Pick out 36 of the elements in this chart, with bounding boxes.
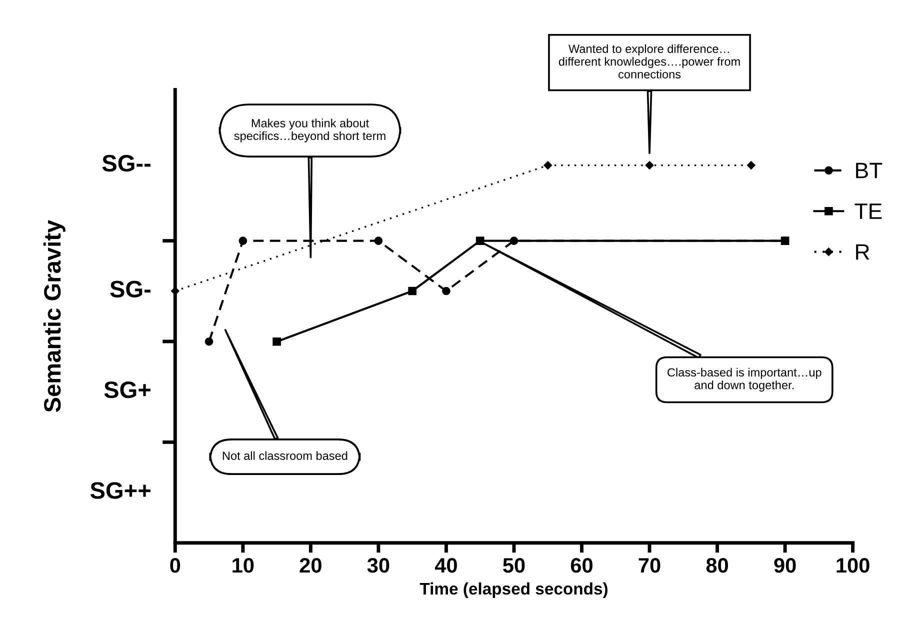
x-tick-label: 80	[706, 558, 728, 573]
point	[272, 337, 281, 346]
text: SG+	[104, 381, 150, 398]
x-tick-label: 10	[232, 558, 254, 573]
text: SG-	[110, 280, 150, 298]
x-tick-label: 20	[300, 558, 322, 573]
x-axis-title: Time (elapsed seconds)	[420, 582, 608, 598]
text: Wanted to explore difference… different knowledges….power from connections	[558, 44, 740, 78]
x-tick-label: 100	[836, 558, 870, 573]
point	[645, 161, 654, 170]
x-tick-label: 60	[570, 558, 592, 573]
text: SG++	[90, 482, 150, 499]
x-tick-label: 90	[774, 558, 796, 573]
point	[442, 286, 450, 296]
text: SG--	[102, 154, 150, 172]
point	[374, 236, 383, 245]
text: Makes you think about specifics…beyond short term	[234, 118, 386, 142]
annotation: Not all classroom based	[222, 451, 348, 460]
point	[544, 161, 552, 170]
point	[408, 286, 416, 296]
y-axis-title: Semantic Gravity	[43, 220, 66, 412]
point	[476, 236, 484, 245]
x-tick-label: 30	[367, 558, 390, 573]
point	[747, 161, 756, 170]
legend-label: TE	[854, 204, 882, 219]
x-tick-label: 50	[503, 558, 525, 573]
annotation: Class-based is important…up and down together.	[668, 368, 822, 392]
legend-label: R	[856, 244, 870, 260]
legend-label: BT	[856, 162, 882, 178]
point	[510, 236, 518, 245]
x-tick-label: 40	[434, 558, 457, 573]
point	[204, 337, 214, 346]
point	[238, 236, 248, 245]
point	[780, 236, 790, 245]
x-tick-label: 70	[638, 558, 660, 573]
x-tick-label: 0	[170, 558, 180, 573]
